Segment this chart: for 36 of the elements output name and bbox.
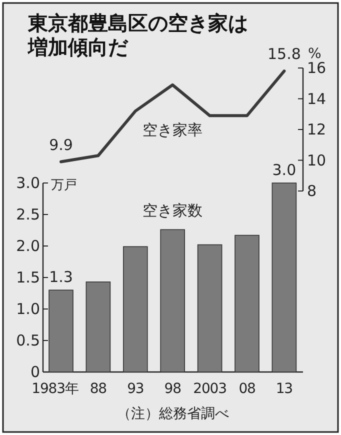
data-label: 15.8 (267, 45, 301, 64)
bar (160, 229, 185, 372)
y-tick-label: 0 (30, 363, 40, 381)
y-tick-label: 14 (307, 90, 326, 108)
x-tick-label: 08 (238, 381, 256, 397)
y-tick-label: 2.5 (16, 206, 40, 224)
data-label: 9.9 (49, 136, 73, 154)
y-tick-label: 1.0 (16, 300, 40, 318)
series-label: 空き家数 (142, 202, 203, 220)
text: （注）総務省調べ (117, 406, 229, 422)
data-label: 3.0 (272, 161, 296, 179)
chart-title: 東京都豊島区の空き家は増加傾向だ (27, 11, 248, 59)
data-label: 1.3 (49, 268, 73, 286)
y-tick-label: 12 (307, 120, 326, 138)
series-label: 空き家率 (142, 120, 203, 139)
x-tick-label: 98 (164, 381, 181, 397)
bar (48, 290, 74, 372)
bar (86, 282, 111, 372)
x-tick-label: 93 (127, 381, 144, 397)
bar (123, 246, 148, 372)
x-tick-label: 1983年 (32, 381, 79, 397)
y-axis-title: 万戸 (51, 178, 77, 193)
x-tick-label: 13 (276, 381, 293, 397)
bar (197, 244, 222, 372)
bar (234, 234, 260, 372)
y-axis-title: % (308, 46, 322, 62)
y-tick-label: 16 (307, 59, 326, 77)
y-tick-label: 2.0 (16, 237, 40, 255)
x-tick-label: 2003 (193, 381, 226, 397)
bar (272, 182, 297, 372)
y-tick-label: 8 (307, 182, 317, 200)
y-tick-label: 3.0 (16, 174, 40, 192)
x-tick-label: 88 (90, 381, 107, 397)
y-tick-label: 10 (307, 151, 326, 170)
y-tick-label: 0.5 (16, 332, 40, 350)
y-tick-label: 1.5 (16, 268, 40, 286)
